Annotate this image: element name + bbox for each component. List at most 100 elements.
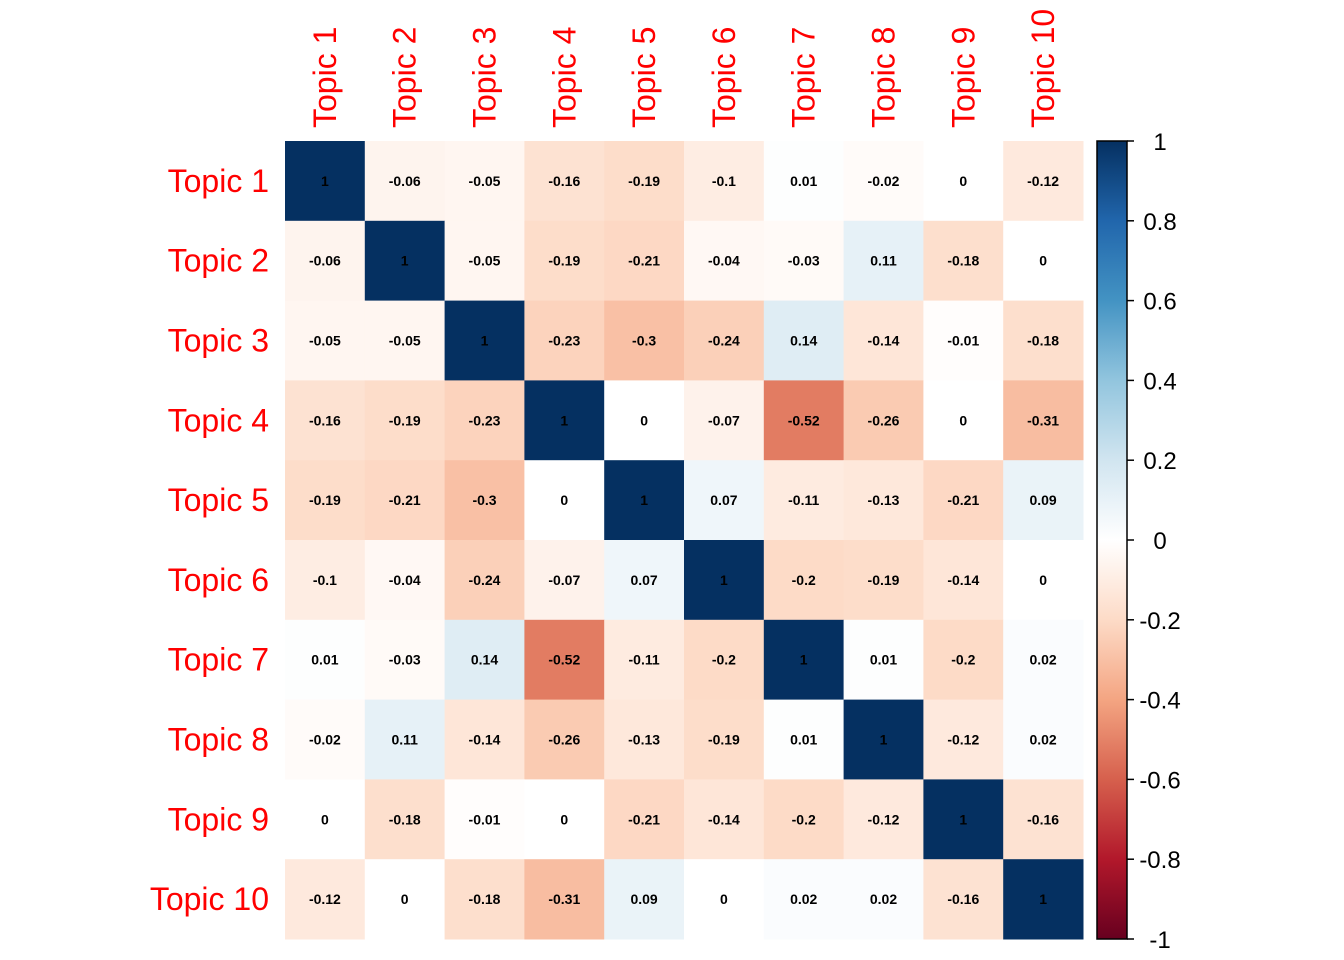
- heatmap-cell: [285, 220, 366, 302]
- colorbar: 1 0.8 0.6 0.4 0.2 0 -0.2 -0.4 -0.6 -0.8 -1: [1096, 129, 1181, 954]
- heatmap-cell: [1003, 141, 1084, 222]
- heatmap-cell: [1003, 300, 1084, 381]
- heatmap-cell: [923, 220, 1004, 302]
- cell-value-label: -0.2: [792, 572, 816, 588]
- cell-value-label: -0.05: [309, 333, 341, 349]
- cell-value-label: -0.19: [389, 412, 421, 428]
- column-label: Topic 9: [945, 27, 981, 128]
- heatmap-cell: [923, 699, 1004, 780]
- heatmap-cell: [604, 619, 685, 701]
- cell-value-label: -0.11: [629, 652, 660, 668]
- cell-value-label: 0: [1039, 572, 1047, 588]
- cell-value-label: -0.04: [708, 253, 740, 269]
- row-label: Topic 9: [168, 801, 269, 837]
- heatmap-cell: [843, 141, 924, 222]
- cell-value-label: 0.11: [870, 253, 897, 269]
- cell-value-label: -0.14: [947, 572, 979, 588]
- heatmap-cell: [604, 699, 685, 780]
- heatmap-cell: [604, 220, 685, 302]
- heatmap-cell: [763, 779, 845, 860]
- heatmap-cell: [444, 779, 525, 860]
- heatmap-cell: [444, 380, 525, 461]
- cell-value-label: 0: [560, 492, 568, 508]
- heatmap-cell: [444, 619, 525, 701]
- heatmap-cell: [1003, 460, 1084, 541]
- heatmap-cell: [524, 141, 605, 222]
- cell-value-label: 1: [800, 652, 808, 668]
- heatmap-cell: [364, 300, 446, 381]
- heatmap-cell: [364, 220, 446, 302]
- heatmap-cell: [684, 859, 765, 940]
- heatmap-cell: [444, 540, 525, 621]
- heatmap-cell: [285, 460, 366, 541]
- heatmap-cell: [684, 141, 765, 222]
- cell-value-label: 1: [560, 412, 568, 428]
- row-label: Topic 10: [150, 881, 269, 917]
- column-label: Topic 5: [626, 27, 662, 128]
- cell-value-label: -0.16: [309, 412, 341, 428]
- cell-value-label: -0.18: [947, 253, 979, 269]
- cell-value-label: -0.1: [712, 173, 736, 189]
- colorbar-tick-label: 0.8: [1143, 209, 1176, 236]
- colorbar-gradient: [1096, 140, 1128, 940]
- heatmap-cell: [285, 141, 366, 222]
- heatmap-cells: [285, 141, 1084, 940]
- heatmap-cell: [923, 540, 1004, 621]
- heatmap-cell: [684, 460, 765, 541]
- cell-value-label: 0: [560, 811, 568, 827]
- cell-value-label: -0.3: [472, 492, 496, 508]
- cell-value-label: 0.07: [710, 492, 737, 508]
- cell-value-label: -0.12: [1027, 173, 1059, 189]
- heatmap-cell: [364, 859, 446, 940]
- cell-value-label: -0.19: [309, 492, 341, 508]
- heatmap-cell: [285, 300, 366, 381]
- row-label: Topic 2: [168, 243, 269, 279]
- cell-value-label: 0.02: [1029, 652, 1056, 668]
- heatmap-cell: [684, 540, 765, 621]
- heatmap-cell: [843, 540, 924, 621]
- heatmap-cell: [364, 619, 446, 701]
- cell-value-label: -0.14: [868, 333, 900, 349]
- heatmap-cell: [923, 380, 1004, 461]
- cell-value-label: -0.31: [1027, 412, 1059, 428]
- cell-value-label: -0.16: [1027, 811, 1059, 827]
- cell-value-label: -0.2: [792, 811, 816, 827]
- heatmap-cell: [444, 300, 525, 381]
- cell-value-label: 1: [481, 333, 489, 349]
- row-label: Topic 4: [168, 402, 269, 438]
- cell-value-label: -0.05: [469, 173, 501, 189]
- colorbar-tick-label: 0: [1153, 528, 1166, 555]
- heatmap-cell: [1003, 699, 1084, 780]
- cell-value-label: 0: [959, 173, 967, 189]
- cell-value-label: 1: [1039, 891, 1047, 907]
- heatmap-cell: [1003, 380, 1084, 461]
- colorbar-tick-label: -1: [1149, 927, 1170, 954]
- heatmap-cell: [604, 141, 685, 222]
- heatmap-cell: [364, 540, 446, 621]
- heatmap-cell: [524, 779, 605, 860]
- cell-value-label: 0.01: [790, 173, 817, 189]
- heatmap-cell: [684, 300, 765, 381]
- cell-value-label: -0.07: [548, 572, 580, 588]
- heatmap-cell: [843, 300, 924, 381]
- cell-value-label: -0.18: [469, 891, 501, 907]
- cell-value-label: -0.19: [708, 732, 740, 748]
- heatmap-cell: [684, 779, 765, 860]
- cell-value-label: 1: [640, 492, 648, 508]
- heatmap-cell: [1003, 619, 1084, 701]
- cell-value-label: -0.02: [868, 173, 900, 189]
- cell-value-label: -0.06: [309, 253, 341, 269]
- heatmap-cell: [684, 699, 765, 780]
- colorbar-tick-label: -0.4: [1139, 688, 1180, 715]
- heatmap-cell: [524, 699, 605, 780]
- heatmap-cell: [524, 460, 605, 541]
- cell-value-label: -0.19: [868, 572, 900, 588]
- heatmap-cell: [684, 380, 765, 461]
- cell-value-label: 1: [959, 811, 967, 827]
- cell-value-label: -0.12: [947, 732, 979, 748]
- colorbar-tick-label: 0.6: [1143, 289, 1176, 316]
- cell-value-label: 0: [640, 412, 648, 428]
- heatmap-cell: [285, 540, 366, 621]
- heatmap-cell: [923, 619, 1004, 701]
- cell-value-label: 0.01: [790, 732, 817, 748]
